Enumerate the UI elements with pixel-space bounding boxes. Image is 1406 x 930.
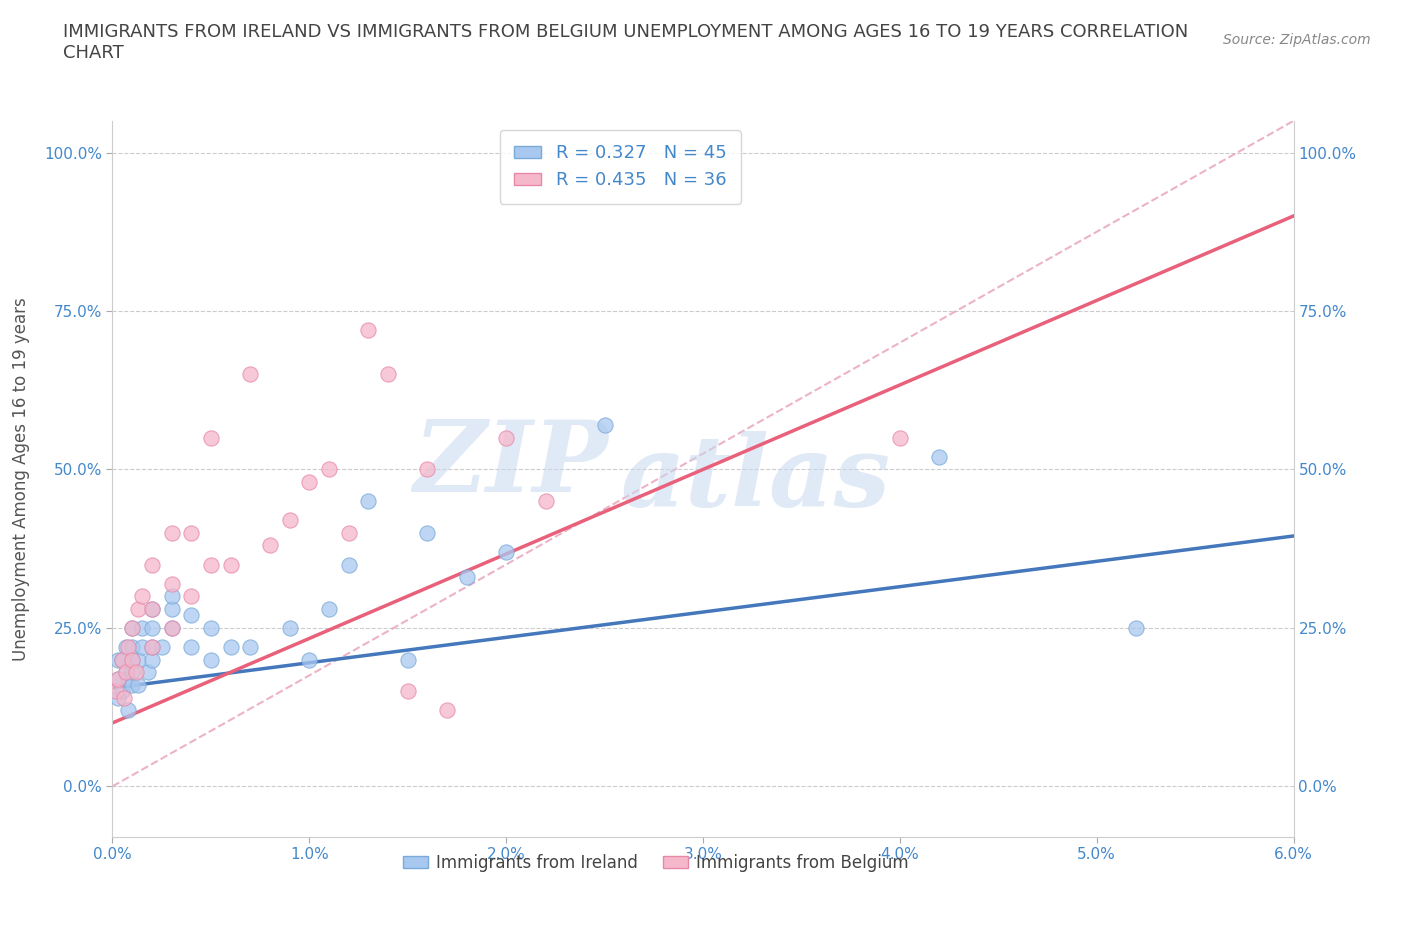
Point	[107, 671, 129, 686]
Point	[160, 576, 183, 591]
Point	[200, 620, 222, 635]
Point	[160, 602, 183, 617]
Point	[121, 652, 143, 667]
Point	[125, 665, 148, 680]
Point	[141, 640, 163, 655]
Point	[127, 602, 149, 617]
Point	[180, 525, 202, 540]
Point	[337, 557, 360, 572]
Legend: Immigrants from Ireland, Immigrants from Belgium: Immigrants from Ireland, Immigrants from…	[396, 847, 915, 879]
Point	[121, 665, 143, 680]
Point	[318, 462, 340, 477]
Point	[115, 640, 138, 655]
Point	[396, 684, 419, 698]
Point	[121, 677, 143, 692]
Point	[107, 652, 129, 667]
Point	[112, 690, 135, 705]
Point	[239, 640, 262, 655]
Point	[131, 589, 153, 604]
Point	[127, 677, 149, 692]
Point	[495, 544, 517, 559]
Point	[534, 494, 557, 509]
Point	[121, 640, 143, 655]
Point	[416, 525, 439, 540]
Point	[141, 602, 163, 617]
Point	[121, 620, 143, 635]
Text: ZIP: ZIP	[413, 417, 609, 512]
Point	[127, 652, 149, 667]
Point	[131, 640, 153, 655]
Point	[111, 684, 134, 698]
Point	[1125, 620, 1147, 635]
Point	[593, 418, 616, 432]
Point	[278, 512, 301, 527]
Point	[298, 474, 321, 489]
Point	[239, 367, 262, 382]
Point	[121, 620, 143, 635]
Point	[416, 462, 439, 477]
Point	[200, 431, 222, 445]
Point	[318, 602, 340, 617]
Point	[117, 671, 139, 686]
Point	[200, 652, 222, 667]
Point	[141, 652, 163, 667]
Text: Source: ZipAtlas.com: Source: ZipAtlas.com	[1223, 33, 1371, 46]
Point	[298, 652, 321, 667]
Point	[141, 640, 163, 655]
Point	[117, 640, 139, 655]
Point	[357, 323, 380, 338]
Point	[377, 367, 399, 382]
Point	[160, 620, 183, 635]
Point	[115, 665, 138, 680]
Point	[150, 640, 173, 655]
Point	[278, 620, 301, 635]
Point	[180, 589, 202, 604]
Point	[436, 703, 458, 718]
Point	[200, 557, 222, 572]
Point	[928, 449, 950, 464]
Text: atlas: atlas	[620, 431, 890, 527]
Point	[180, 608, 202, 623]
Point	[105, 684, 128, 698]
Point	[111, 652, 134, 667]
Point	[337, 525, 360, 540]
Point	[456, 570, 478, 585]
Point	[111, 652, 134, 667]
Point	[180, 640, 202, 655]
Point	[495, 431, 517, 445]
Point	[160, 620, 183, 635]
Text: IMMIGRANTS FROM IRELAND VS IMMIGRANTS FROM BELGIUM UNEMPLOYMENT AMONG AGES 16 TO: IMMIGRANTS FROM IRELAND VS IMMIGRANTS FR…	[63, 23, 1188, 62]
Point	[160, 589, 183, 604]
Point	[121, 652, 143, 667]
Point	[160, 525, 183, 540]
Point	[141, 602, 163, 617]
Point	[117, 703, 139, 718]
Point	[115, 665, 138, 680]
Point	[259, 538, 281, 553]
Point	[141, 620, 163, 635]
Point	[107, 671, 129, 686]
Point	[889, 431, 911, 445]
Point	[107, 690, 129, 705]
Point	[141, 557, 163, 572]
Point	[219, 640, 242, 655]
Point	[396, 652, 419, 667]
Y-axis label: Unemployment Among Ages 16 to 19 years: Unemployment Among Ages 16 to 19 years	[13, 297, 30, 661]
Point	[357, 494, 380, 509]
Point	[131, 620, 153, 635]
Point	[136, 665, 159, 680]
Point	[219, 557, 242, 572]
